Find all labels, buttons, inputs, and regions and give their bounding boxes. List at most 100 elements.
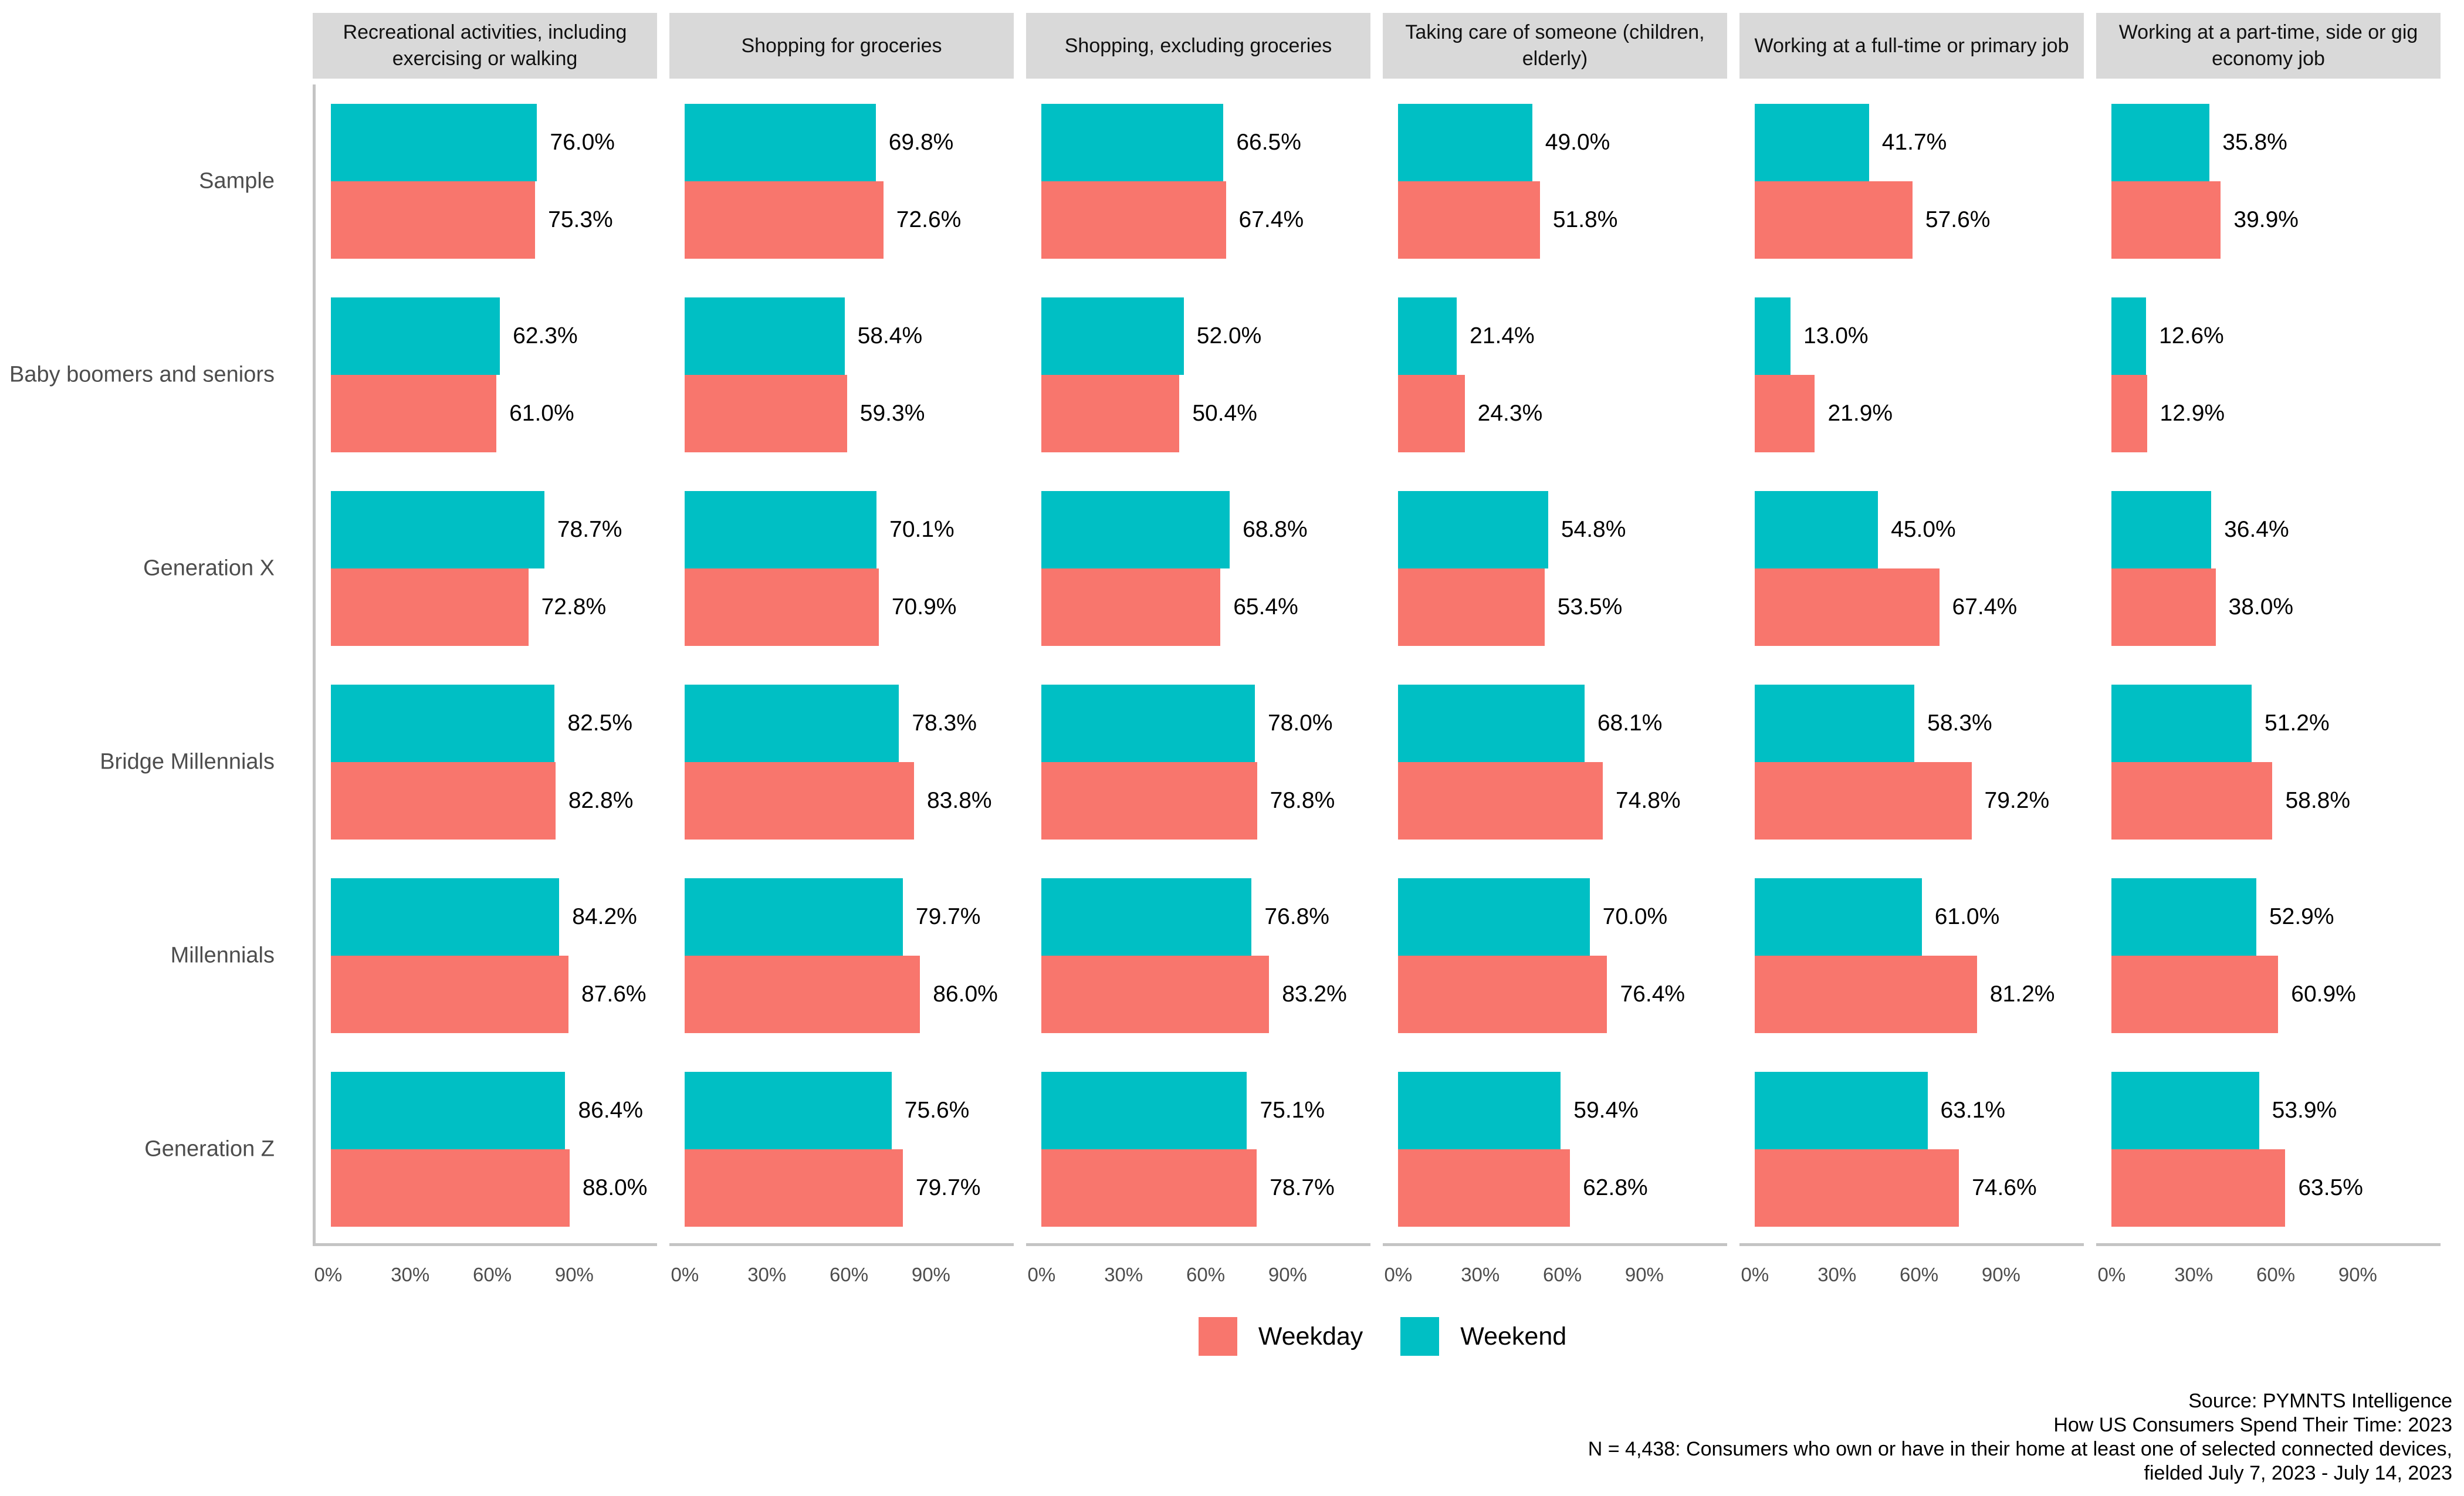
bar-value-label: 78.8% (1270, 788, 1335, 813)
bar-weekend (1755, 104, 1869, 181)
bar-value-label: 36.4% (2224, 517, 2289, 542)
bar-weekend (2111, 1072, 2259, 1149)
y-axis-labels: Sample Baby boomers and seniors Generation… (0, 84, 300, 1246)
legend-item-weekday: Weekday (1198, 1317, 1363, 1356)
bar-weekday (1041, 1149, 1257, 1227)
bar-weekday (685, 375, 847, 452)
bar-value-label: 86.4% (578, 1098, 644, 1123)
bar-value-label: 75.6% (904, 1098, 970, 1123)
bar-value-label: 65.4% (1233, 594, 1298, 620)
legend-swatch-weekend (1400, 1317, 1440, 1356)
bar-weekend (2111, 491, 2212, 568)
bar-weekday (1041, 956, 1270, 1033)
bar-value-label: 45.0% (1891, 517, 1956, 542)
bar-value-label: 62.3% (513, 323, 578, 348)
bar-weekend (1041, 685, 1255, 762)
bar-weekday (331, 375, 497, 452)
x-tick-label: 90% (1981, 1264, 2020, 1285)
facet-strip: Taking care of someone (children, elderl… (1383, 13, 1727, 79)
bar-weekday (685, 1149, 903, 1227)
bar-value-label: 78.7% (557, 517, 622, 542)
bar-value-label: 54.8% (1561, 517, 1626, 542)
bar-value-label: 70.0% (1602, 904, 1668, 929)
bar-weekday (1755, 1149, 1959, 1227)
bar-weekday (1041, 568, 1221, 646)
bar-value-label: 76.4% (1620, 981, 1685, 1007)
bar-value-label: 51.2% (2265, 710, 2330, 736)
bar-weekend (2111, 685, 2252, 762)
legend: Weekday Weekend (313, 1317, 2452, 1356)
bar-value-label: 87.6% (581, 981, 647, 1007)
bar-value-label: 74.6% (1972, 1175, 2037, 1200)
bar-value-label: 74.8% (1616, 788, 1681, 813)
x-tick-label: 30% (1104, 1264, 1143, 1285)
bar-value-label: 84.2% (572, 904, 637, 929)
x-tick-label: 30% (747, 1264, 787, 1285)
bar-value-label: 59.3% (859, 401, 925, 426)
x-tick-label: 60% (1186, 1264, 1226, 1285)
y-axis-label: Sample (199, 168, 275, 194)
bar-weekend (1755, 297, 1791, 375)
bar-value-label: 68.8% (1243, 517, 1308, 542)
bar-weekday (1041, 762, 1257, 840)
x-axis-ticks: 0% 30% 60% 90% (1026, 1252, 1370, 1299)
x-tick-label: 0% (1384, 1264, 1413, 1285)
bar-weekend (331, 1072, 566, 1149)
bar-value-label: 67.4% (1952, 594, 2018, 620)
bar-value-label: 81.2% (1989, 981, 2055, 1007)
bar-weekend (1398, 878, 1590, 956)
facet-panel: 76.0% 75.3% 62.3% 61.0% 78.7% 72.8% 82.5% 82.8%… (313, 84, 657, 1246)
bar-value-label: 68.1% (1597, 710, 1663, 736)
x-tick-label: 90% (2338, 1264, 2377, 1285)
bar-value-label: 60.9% (2291, 981, 2356, 1007)
x-axis-ticks: 0% 30% 60% 90% (2096, 1252, 2441, 1299)
bar-value-label: 79.2% (1984, 788, 2050, 813)
bar-weekday (2111, 956, 2279, 1033)
bar-weekday (685, 181, 884, 259)
legend-label-weekend: Weekend (1460, 1322, 1567, 1351)
bar-value-label: 59.4% (1573, 1098, 1639, 1123)
bar-value-label: 79.7% (915, 904, 981, 929)
bar-weekday (331, 956, 568, 1033)
bar-value-label: 78.3% (912, 710, 977, 736)
facet-strip: Recreational activities, including exerc… (313, 13, 657, 79)
facet-panel: 69.8% 72.6% 58.4% 59.3% 70.1% 70.9% 78.3% 83.8%… (669, 84, 1014, 1246)
bar-value-label: 58.3% (1927, 710, 1992, 736)
x-axis-ticks: 0% 30% 60% 90% (669, 1252, 1014, 1299)
bar-weekend (1398, 685, 1585, 762)
bar-value-label: 63.5% (2298, 1175, 2363, 1200)
bar-value-label: 12.6% (2159, 323, 2224, 348)
bar-value-label: 49.0% (1545, 130, 1610, 155)
bar-value-label: 75.1% (1260, 1098, 1325, 1123)
bar-value-label: 82.8% (568, 788, 634, 813)
bar-value-label: 67.4% (1238, 207, 1304, 232)
bar-weekend (685, 491, 877, 568)
bar-weekday (1041, 181, 1226, 259)
legend-label-weekday: Weekday (1258, 1322, 1363, 1351)
y-axis-label: Generation X (143, 556, 275, 581)
bar-value-label: 39.9% (2233, 207, 2299, 232)
bar-value-label: 38.0% (2228, 594, 2294, 620)
bar-value-label: 21.9% (1827, 401, 1893, 426)
bar-weekday (685, 568, 879, 646)
x-tick-label: 30% (1461, 1264, 1500, 1285)
x-tick-label: 60% (830, 1264, 869, 1285)
bar-weekend (685, 1072, 892, 1149)
bar-value-label: 52.0% (1196, 323, 1262, 348)
bar-weekend (2111, 297, 2147, 375)
x-tick-label: 90% (911, 1264, 950, 1285)
source-line: How US Consumers Spend Their Time: 2023 (2053, 1414, 2452, 1436)
bar-value-label: 63.1% (1940, 1098, 2006, 1123)
bar-weekday (1755, 181, 1913, 259)
x-tick-label: 30% (2174, 1264, 2213, 1285)
x-tick-label: 0% (314, 1264, 343, 1285)
bar-value-label: 62.8% (1583, 1175, 1648, 1200)
source-line: Source: PYMNTS Intelligence (2188, 1390, 2452, 1412)
facet-panel: 49.0% 51.8% 21.4% 24.3% 54.8% 53.5% 68.1% 74.8%… (1383, 84, 1727, 1246)
x-tick-label: 0% (1027, 1264, 1056, 1285)
facet-strip: Working at a full-time or primary job (1739, 13, 2084, 79)
bar-weekend (1398, 104, 1532, 181)
bar-value-label: 78.0% (1267, 710, 1333, 736)
bar-weekend (685, 878, 903, 956)
bar-value-label: 83.2% (1282, 981, 1347, 1007)
